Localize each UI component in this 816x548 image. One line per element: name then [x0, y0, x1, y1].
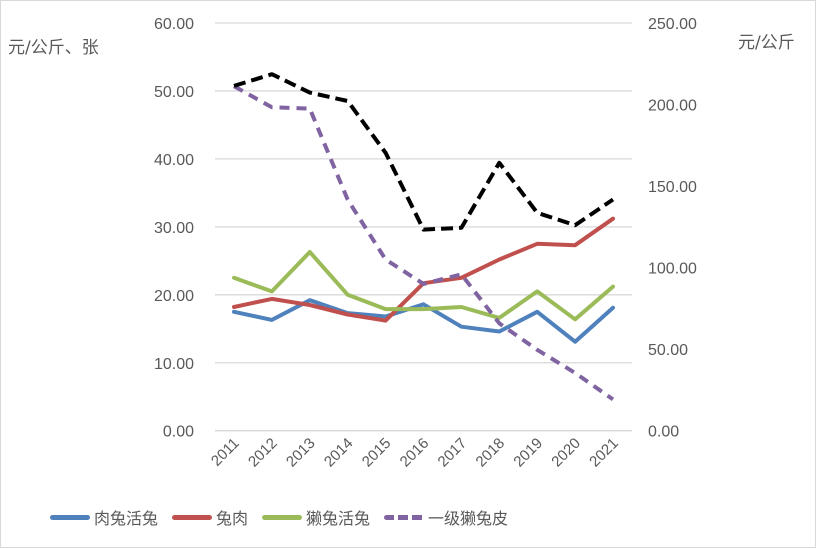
series-line-2 — [232, 250, 615, 322]
x-tick-label: 2020 — [548, 435, 584, 471]
legend-swatch — [384, 514, 425, 520]
legend-swatch — [50, 514, 90, 520]
legend-item: 肉兔活兔 — [50, 505, 158, 529]
legend-swatch — [172, 514, 213, 520]
legend-label: 肉兔活兔 — [94, 509, 159, 528]
left-tick-label: 40.00 — [154, 152, 194, 169]
right-tick-label: 200.00 — [648, 98, 697, 115]
right-tick-label: 150.00 — [648, 179, 697, 196]
legend-item: 兔肉 — [172, 505, 248, 529]
x-tick-label: 2016 — [397, 435, 433, 471]
right-axis-unit: 元/公斤 — [738, 33, 795, 53]
legend: 肉兔活兔 兔肉 獭兔活兔 一级獭兔皮 — [50, 505, 522, 529]
left-tick-label: 0.00 — [163, 424, 194, 441]
right-tick-label: 50.00 — [648, 342, 688, 359]
right-tick-label: 100.00 — [648, 261, 697, 278]
legend-label: 兔肉 — [216, 509, 249, 528]
legend-item: 獭兔活兔 — [262, 505, 370, 529]
left-tick-label: 50.00 — [154, 84, 194, 101]
left-tick-label: 60.00 — [154, 16, 194, 33]
x-tick-label: 2011 — [208, 435, 243, 470]
legend-label: 獭兔活兔 — [306, 509, 371, 528]
x-tick-label: 2014 — [321, 435, 357, 471]
series-line-3 — [233, 84, 615, 402]
x-tick-label: 2019 — [510, 435, 546, 471]
left-tick-label: 30.00 — [154, 220, 194, 237]
x-tick-label: 2013 — [283, 435, 319, 471]
left-tick-label: 20.00 — [154, 288, 194, 305]
x-tick-label: 2021 — [586, 435, 622, 471]
legend-item: 一级獭兔皮 — [384, 505, 508, 529]
legend-swatch — [262, 514, 303, 520]
legend-label: 一级獭兔皮 — [428, 509, 509, 528]
left-tick-label: 10.00 — [154, 356, 194, 373]
right-tick-label: 0.00 — [648, 424, 679, 441]
series-line-4 — [233, 72, 615, 232]
series-line-0 — [232, 298, 615, 344]
x-tick-label: 2017 — [435, 435, 471, 471]
x-tick-label: 2018 — [473, 435, 509, 471]
right-tick-label: 250.00 — [648, 16, 697, 33]
x-tick-label: 2012 — [245, 435, 281, 471]
left-axis-unit: 元/公斤、张 — [8, 38, 99, 58]
x-tick-label: 2015 — [359, 435, 395, 471]
